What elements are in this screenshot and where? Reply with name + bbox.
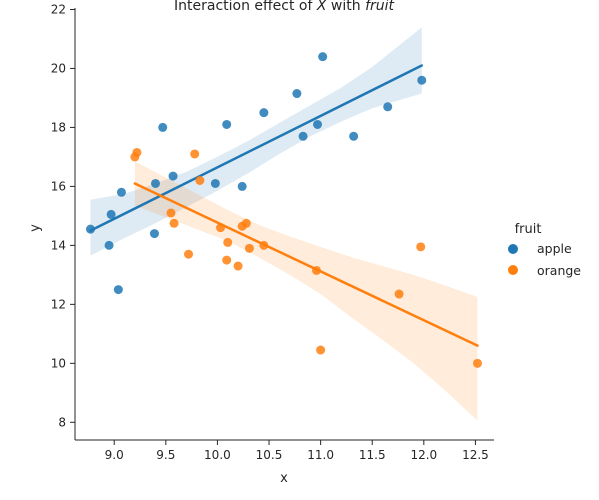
- data-point-orange: [316, 345, 326, 355]
- axes: 9.0 9.5 10.0 10.5 11.0 11.5 12.0 12.5 8 10 12 14 16…: [51, 2, 494, 462]
- y-tick-label: 14: [51, 238, 66, 252]
- legend-label-orange: orange: [537, 263, 581, 278]
- legend-marker-apple: [508, 244, 518, 254]
- x-tick-label: 12.0: [410, 448, 437, 462]
- data-point-apple: [292, 89, 302, 99]
- data-point-orange: [472, 358, 482, 368]
- data-point-orange: [195, 176, 205, 186]
- regression-line-apple: [89, 64, 424, 232]
- y-axis-label: y: [28, 224, 43, 232]
- data-point-apple: [210, 178, 220, 188]
- x-tick-label: 9.5: [156, 448, 175, 462]
- data-point-apple: [259, 108, 269, 118]
- x-tick-label: 11.0: [307, 448, 334, 462]
- data-point-orange: [169, 218, 179, 228]
- data-point-apple: [168, 171, 178, 181]
- y-tick-label: 8: [58, 415, 66, 429]
- scatter-points: [85, 52, 482, 368]
- data-point-orange: [184, 249, 194, 259]
- data-point-apple: [116, 187, 126, 197]
- x-tick-label: 12.5: [462, 448, 489, 462]
- x-tick-label: 10.5: [256, 448, 283, 462]
- plot-area: [85, 27, 482, 421]
- data-point-orange: [132, 147, 142, 157]
- chart-title: Interaction effect of X with fruit: [174, 0, 395, 14]
- data-point-orange: [394, 289, 404, 299]
- data-point-apple: [85, 224, 95, 234]
- data-point-apple: [237, 181, 247, 191]
- data-point-apple: [158, 122, 168, 132]
- data-point-orange: [216, 223, 226, 233]
- legend: fruit apple orange: [508, 222, 581, 278]
- data-point-apple: [149, 229, 159, 239]
- data-point-orange: [311, 265, 321, 275]
- data-point-apple: [113, 285, 123, 295]
- confidence-band-orange: [134, 161, 478, 421]
- x-axis-label: x: [280, 471, 288, 486]
- data-point-apple: [104, 240, 114, 250]
- y-tick-label: 12: [51, 297, 66, 311]
- data-point-apple: [150, 178, 160, 188]
- legend-title: fruit: [515, 222, 542, 237]
- data-point-orange: [190, 149, 200, 159]
- x-tick-label: 9.0: [105, 448, 124, 462]
- y-tick-label: 20: [51, 61, 66, 75]
- y-tick-label: 16: [51, 179, 66, 193]
- data-point-apple: [313, 119, 323, 129]
- data-point-apple: [383, 102, 393, 112]
- data-point-apple: [106, 209, 116, 219]
- x-ticks: 9.0 9.5 10.0 10.5 11.0 11.5 12.0 12.5: [105, 440, 489, 462]
- data-point-apple: [318, 52, 328, 62]
- y-ticks: 8 10 12 14 16 18 20 22: [51, 2, 75, 429]
- data-point-apple: [349, 131, 359, 141]
- data-point-apple: [222, 119, 232, 129]
- confidence-band-apple: [90, 27, 422, 256]
- data-point-orange: [166, 208, 176, 218]
- data-point-orange: [222, 255, 232, 265]
- data-point-orange: [233, 261, 243, 271]
- legend-marker-orange: [508, 265, 518, 275]
- x-tick-label: 10.0: [204, 448, 231, 462]
- y-tick-label: 10: [51, 356, 66, 370]
- data-point-orange: [241, 218, 251, 228]
- regression-line-orange: [133, 182, 479, 347]
- y-tick-label: 18: [51, 120, 66, 134]
- data-point-apple: [298, 131, 308, 141]
- data-point-orange: [416, 242, 426, 252]
- data-point-apple: [417, 75, 427, 85]
- regression-lines: [89, 64, 479, 347]
- data-point-orange: [223, 237, 233, 247]
- confidence-bands: [90, 27, 478, 421]
- y-tick-label: 22: [51, 2, 66, 16]
- data-point-orange: [244, 243, 254, 253]
- data-point-orange: [259, 240, 269, 250]
- x-tick-label: 11.5: [359, 448, 386, 462]
- legend-label-apple: apple: [537, 241, 572, 256]
